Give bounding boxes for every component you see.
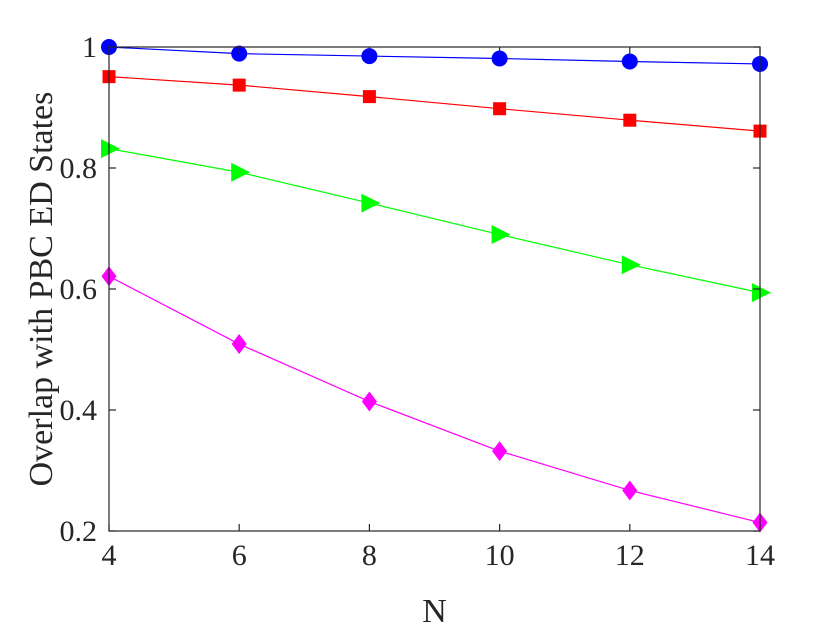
data-point	[231, 334, 247, 355]
data-point	[361, 193, 381, 213]
series-layer	[101, 39, 771, 533]
data-point	[623, 113, 637, 127]
data-point	[621, 255, 641, 275]
series-1	[101, 39, 768, 72]
y-tick-label: 0.6	[60, 273, 98, 306]
data-point	[361, 391, 377, 412]
series-line	[108, 76, 761, 132]
data-point	[491, 225, 511, 245]
y-tick-label: 0.2	[60, 515, 98, 548]
data-point	[493, 102, 507, 116]
data-point	[492, 441, 508, 462]
y-tick-label: 0.8	[60, 152, 98, 185]
series-2	[102, 70, 767, 138]
data-point	[231, 162, 251, 182]
x-tick-label: 10	[485, 539, 515, 572]
x-tick-label: 4	[102, 539, 117, 572]
series-line	[108, 148, 761, 294]
y-tick-label: 1	[82, 31, 97, 64]
y-axis-label: Overlap with PBC ED States	[23, 92, 60, 487]
data-point	[232, 78, 246, 92]
y-axis-ticks: 0.2 0.4 0.6 0.8 1	[60, 31, 760, 548]
data-point	[491, 50, 508, 67]
series-line	[108, 275, 761, 524]
data-point	[621, 53, 638, 70]
x-axis-ticks: 4 6 8 10 12 14	[102, 47, 775, 572]
plot-background	[109, 47, 760, 531]
series-line	[108, 46, 761, 65]
x-axis-label: N	[422, 593, 447, 630]
data-point	[622, 480, 638, 501]
series-3	[101, 139, 771, 303]
x-tick-label: 6	[232, 539, 247, 572]
x-tick-label: 14	[745, 539, 775, 572]
x-tick-label: 12	[615, 539, 645, 572]
data-point	[101, 139, 120, 159]
x-tick-label: 8	[362, 539, 377, 572]
data-point	[362, 90, 376, 104]
y-tick-label: 0.4	[60, 394, 98, 427]
data-point	[752, 283, 771, 303]
data-point	[361, 48, 378, 65]
